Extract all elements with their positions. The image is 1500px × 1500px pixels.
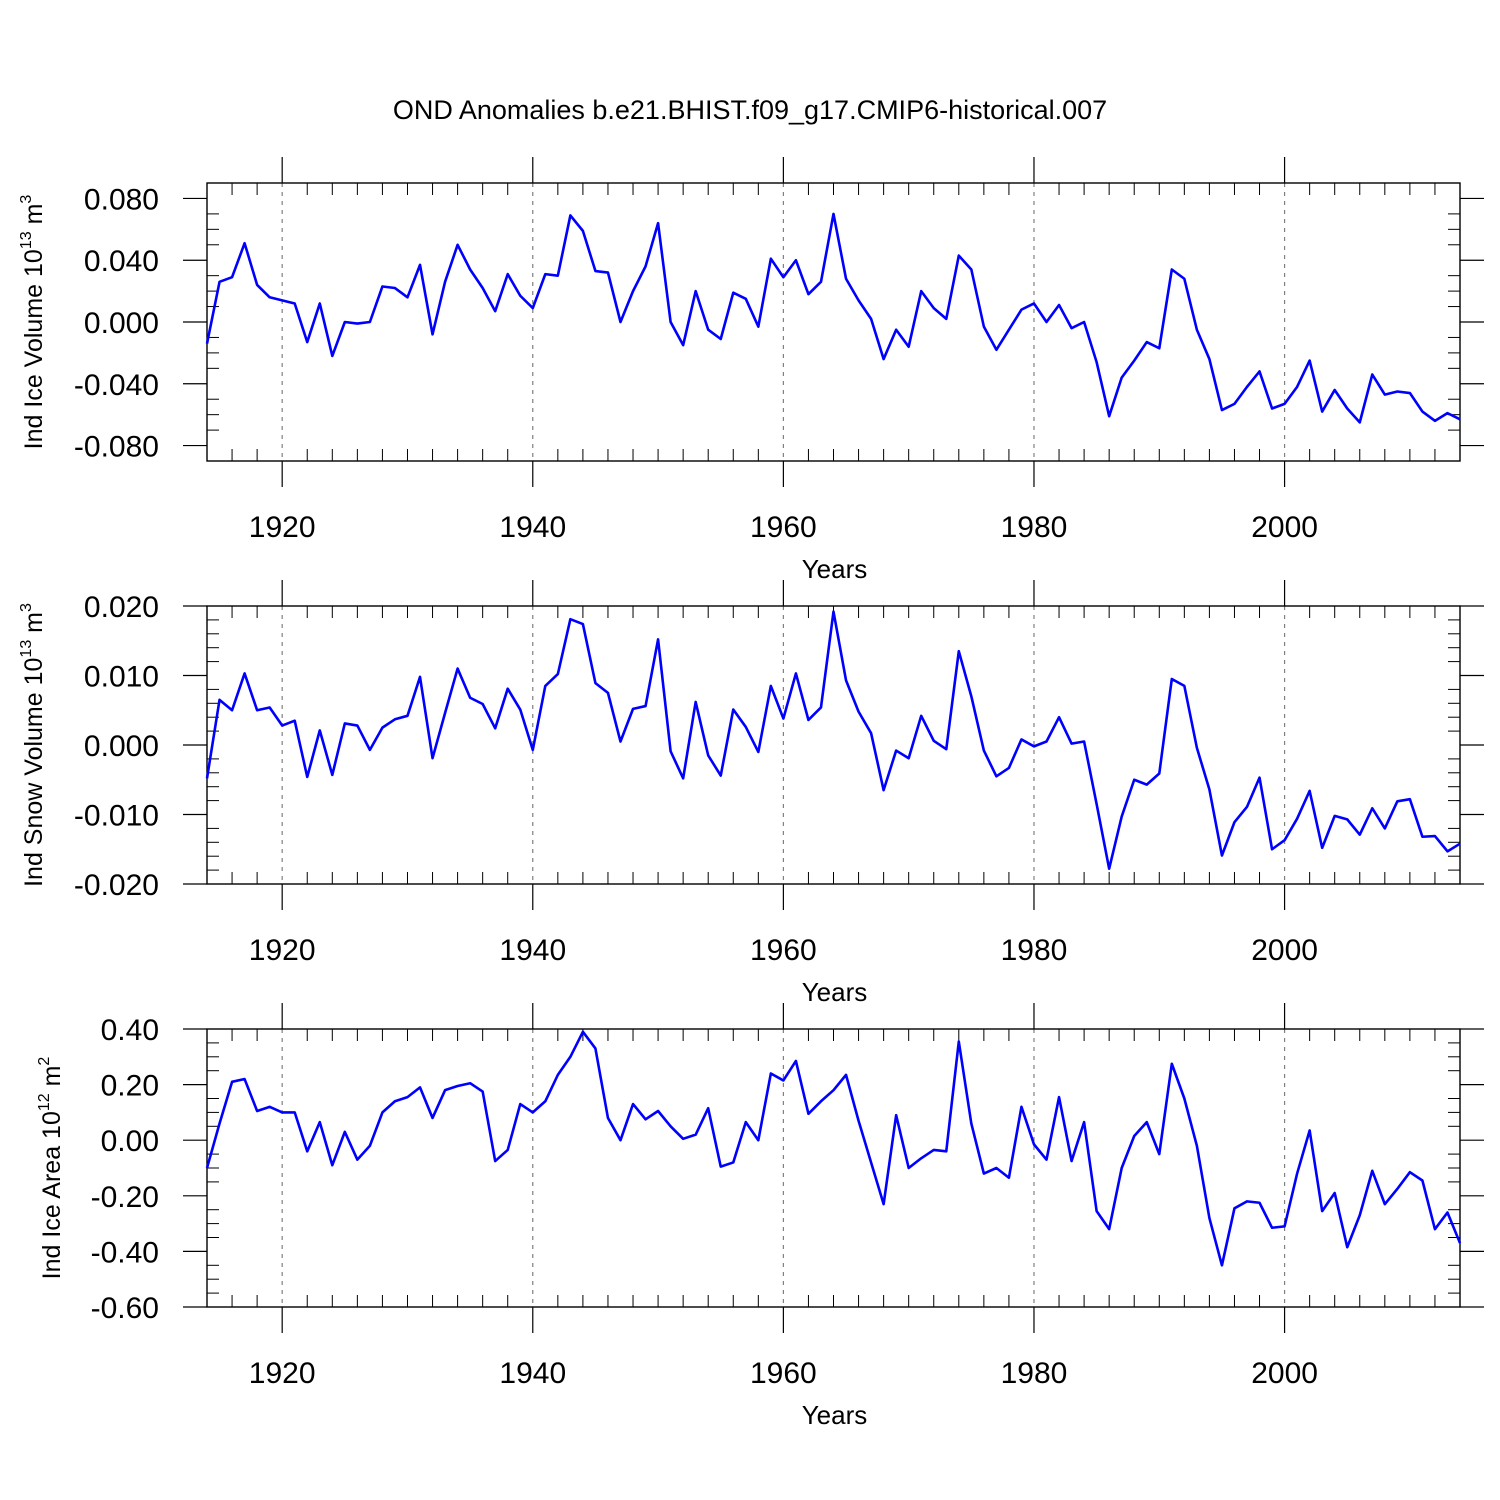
x-tick-label: 1980 [1001,1357,1068,1390]
x-tick-label: 1940 [499,934,566,967]
y-axis-label: Ind Snow Volume 1013 m3 [18,603,48,887]
x-tick-label: 2000 [1251,934,1318,967]
y-tick-label: 0.080 [84,183,159,216]
y-tick-label: -0.010 [74,800,159,833]
x-tick-label: 1980 [1001,511,1068,544]
x-tick-label: 1940 [499,1357,566,1390]
series-line-ice-area [205,1030,1462,1267]
y-axis-label: Ind Ice Area 1012 m2 [36,1057,66,1280]
chart-panel-ice-area: 1920 1940 1960 1980 2000 -0.60 -0.40 -0.20 0.00 0… [36,1003,1484,1430]
y-axis-label-main: Ind Ice Volume 10 [20,249,48,449]
series-line-ice-volume [205,212,1461,424]
x-axis-label: Years [802,977,868,1007]
x-tick-label: 1960 [750,1357,817,1390]
x-tick-label: 1920 [249,934,316,967]
y-tick-label: 0.000 [84,307,159,340]
y-axis-label-exp: 13 [18,640,35,658]
y-tick-label: 0.000 [84,730,159,763]
y-tick-label: -0.20 [91,1181,159,1214]
y-tick-label: -0.040 [74,369,159,402]
y-axis-label-exp: 12 [36,1093,53,1111]
x-axis-label: Years [802,1400,868,1430]
plot-frame [206,1028,1461,1308]
x-tick-label: 2000 [1251,511,1318,544]
y-axis-label-unit: m [20,204,48,232]
y-axis-label-pow: 3 [18,603,35,612]
series-line-snow-volume [205,610,1461,871]
y-axis-label-exp: 13 [18,231,35,249]
x-tick-label: 1960 [750,511,817,544]
y-tick-label: 0.00 [101,1125,159,1158]
y-axis-label-unit: m [20,612,48,640]
y-tick-label: -0.40 [91,1236,159,1269]
y-tick-label: 0.010 [84,661,159,694]
y-axis-label-unit: m [38,1066,66,1094]
y-tick-label: -0.60 [91,1292,159,1325]
y-axis-label-main: Ind Ice Area 10 [38,1111,66,1279]
y-tick-label: -0.020 [74,869,159,902]
plot-frame [206,182,1461,462]
x-tick-label: 1920 [249,1357,316,1390]
y-axis-label: Ind Ice Volume 1013 m3 [18,195,48,450]
chart-panel-ice-volume: 1920 1940 1960 1980 2000 -0.080 -0.040 0.000 0.0… [18,157,1484,584]
figure-title: OND Anomalies b.e21.BHIST.f09_g17.CMIP6-… [393,95,1107,125]
panels: 1920 1940 1960 1980 2000 -0.080 -0.040 0.000 0.0… [18,157,1484,1430]
y-axis-label-pow: 3 [18,195,35,204]
x-tick-label: 1980 [1001,934,1068,967]
y-tick-label: 0.040 [84,245,159,278]
y-tick-label: 0.20 [101,1070,159,1103]
y-axis-label-main: Ind Snow Volume 10 [20,658,48,887]
x-tick-label: 1940 [499,511,566,544]
x-tick-label: 2000 [1251,1357,1318,1390]
chart-panel-snow-volume: 1920 1940 1960 1980 2000 -0.020 -0.010 0.000 0.0… [18,580,1484,1007]
y-tick-label: 0.40 [101,1014,159,1047]
x-tick-label: 1920 [249,511,316,544]
x-axis-label: Years [802,554,868,584]
y-axis-label-pow: 2 [36,1057,53,1066]
plot-frame [206,605,1461,885]
y-tick-label: 0.020 [84,591,159,624]
x-tick-label: 1960 [750,934,817,967]
y-tick-label: -0.080 [74,431,159,464]
